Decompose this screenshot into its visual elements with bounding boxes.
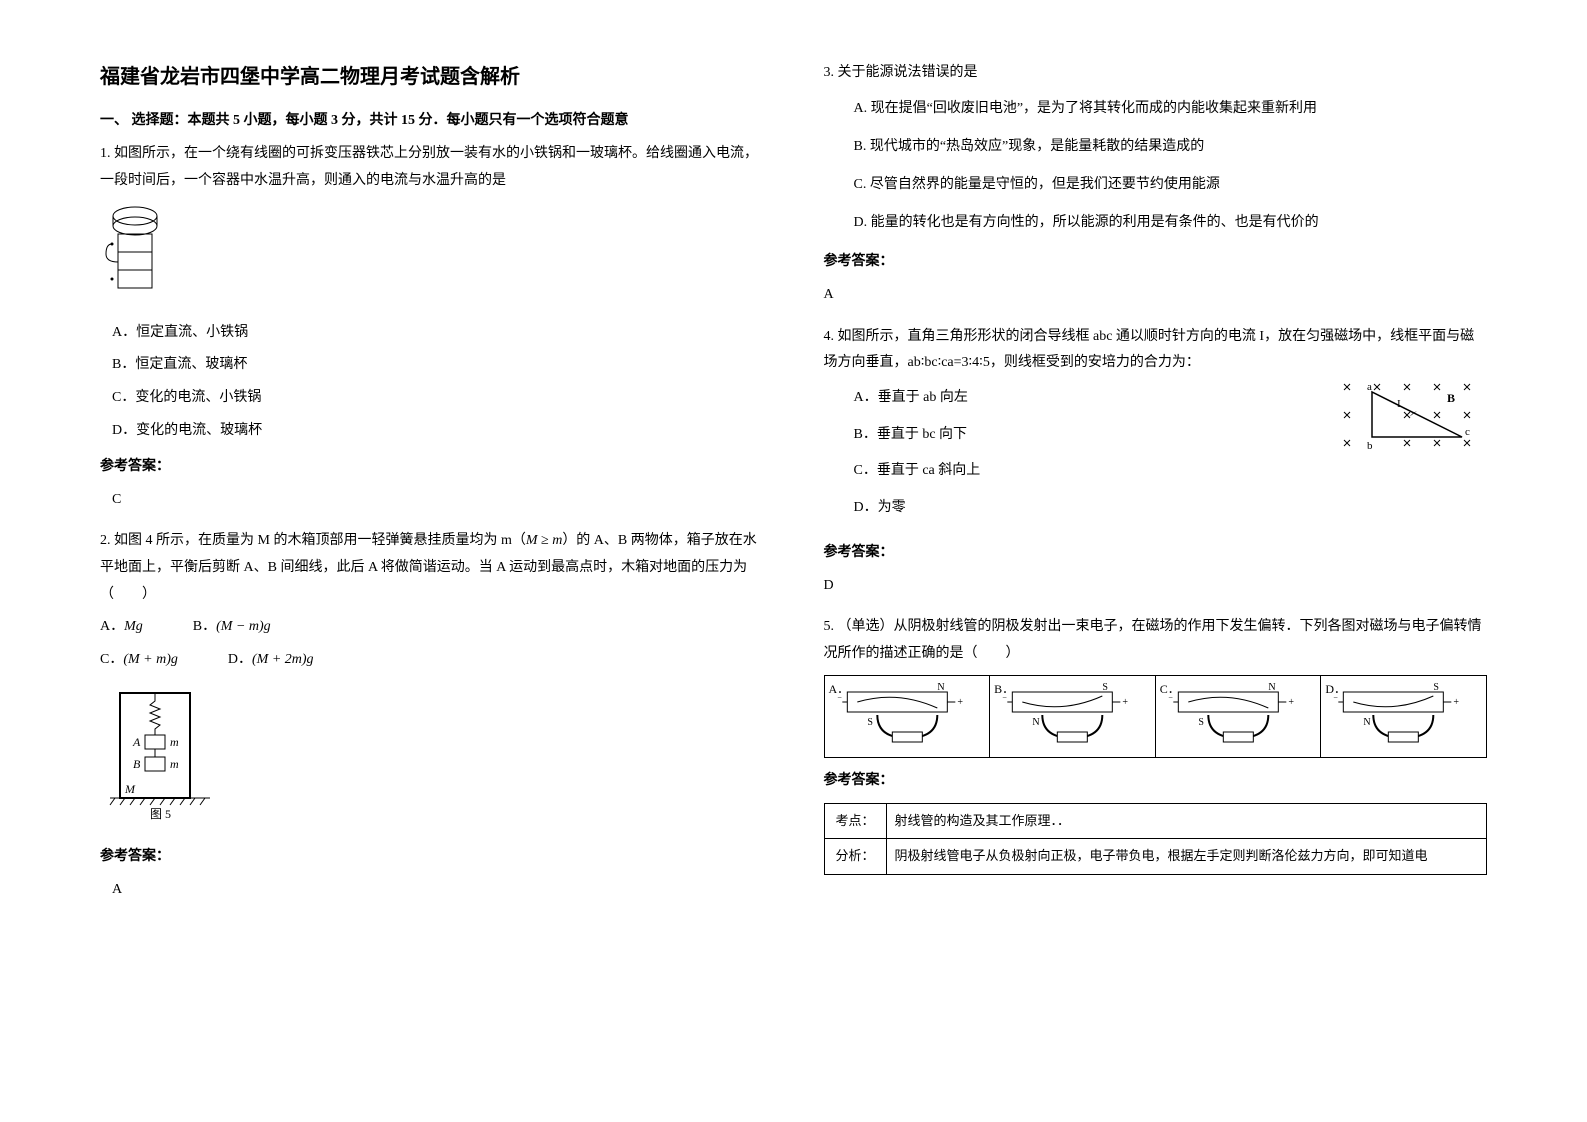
left-column: 福建省龙岩市四堡中学高二物理月考试题含解析 一、 选择题：本题共 5 小题，每小…	[100, 60, 764, 918]
q3-opt-c: C. 尽管自然界的能量是守恒的，但是我们还要节约使用能源	[842, 169, 1488, 201]
svg-text:a: a	[1367, 381, 1372, 393]
q3-stem: 3. 关于能源说法错误的是	[824, 60, 1488, 87]
q2-stem: 2. 如图 4 所示，在质量为 M 的木箱顶部用一轻弹簧悬挂质量均为 m（M ≥…	[100, 528, 764, 608]
q5-label-d: D．	[1325, 678, 1346, 701]
q1-stem: 1. 如图所示，在一个绕有线圈的可拆变压器铁芯上分别放一装有水的小铁锅和一玻璃杯…	[100, 141, 764, 194]
q2-opts-row1: A．Mg B．(M − m)g	[100, 614, 764, 641]
q1-opt-a: A．恒定直流、小铁锅	[100, 320, 764, 347]
q2-answer-label: 参考答案：	[100, 844, 764, 871]
q5-figures: A． − + N S B．	[824, 675, 1488, 758]
svg-text:+: +	[1288, 697, 1294, 708]
table-row: 分析： 阴极射线管电子从负极射向正极，电子带负电，根据左手定则判断洛伦兹力方向，…	[824, 839, 1487, 875]
q2-opt-b: B．(M − m)g	[193, 614, 271, 641]
svg-text:S: S	[1102, 682, 1108, 693]
q2-answer: A	[100, 877, 764, 904]
q5-cell-d: D． − + S N	[1321, 676, 1486, 757]
cell-fenxi-label: 分析：	[824, 839, 886, 875]
svg-text:+: +	[1454, 697, 1460, 708]
svg-text:+: +	[957, 697, 963, 708]
svg-text:c: c	[1465, 426, 1470, 438]
question-5: 5. （单选）从阴极射线管的阴极发射出一束电子，在磁场的作用下发生偏转．下列各图…	[824, 614, 1488, 875]
q5-stem: 5. （单选）从阴极射线管的阴极发射出一束电子，在磁场的作用下发生偏转．下列各图…	[824, 614, 1488, 667]
q4-answer-label: 参考答案：	[824, 540, 1488, 567]
svg-text:A: A	[132, 735, 141, 749]
q2-figure: A B M m m 图 5	[100, 683, 764, 834]
svg-text:S: S	[1434, 682, 1440, 693]
page: 福建省龙岩市四堡中学高二物理月考试题含解析 一、 选择题：本题共 5 小题，每小…	[0, 0, 1587, 958]
q2-cond: M ≥ m	[526, 533, 562, 548]
q3-options: A. 现在提倡“回收废旧电池”，是为了将其转化而成的内能收集起来重新利用 B. …	[842, 93, 1488, 240]
cell-fenxi-value: 阴极射线管电子从负极射向正极，电子带负电，根据左手定则判断洛伦兹力方向，即可知道…	[886, 839, 1487, 875]
q4-stem: 4. 如图所示，直角三角形形状的闭合导线框 abc 通以顺时针方向的电流 I，放…	[824, 324, 1488, 377]
q5-cell-b: B． − + S N	[990, 676, 1156, 757]
svg-text:N: N	[1032, 717, 1039, 728]
q5-answer-label: 参考答案：	[824, 768, 1488, 795]
q1-options: A．恒定直流、小铁锅 B．恒定直流、玻璃杯 C．变化的电流、小铁锅 D．变化的电…	[100, 320, 764, 444]
doc-title: 福建省龙岩市四堡中学高二物理月考试题含解析	[100, 60, 764, 89]
svg-text:S: S	[867, 717, 873, 728]
svg-text:m: m	[170, 757, 179, 771]
question-1: 1. 如图所示，在一个绕有线圈的可拆变压器铁芯上分别放一装有水的小铁锅和一玻璃杯…	[100, 141, 764, 513]
svg-text:N: N	[1364, 717, 1371, 728]
svg-text:图 5: 图 5	[150, 807, 171, 821]
q2-opt-d: D．(M + 2m)g	[228, 647, 314, 674]
q5-analysis-table: 考点： 射线管的构造及其工作原理．． 分析： 阴极射线管电子从负极射向正极，电子…	[824, 803, 1488, 875]
cell-kaodian-value: 射线管的构造及其工作原理．．	[886, 803, 1487, 839]
svg-text:B: B	[133, 757, 141, 771]
svg-text:S: S	[1198, 717, 1204, 728]
q1-opt-c: C．变化的电流、小铁锅	[100, 385, 764, 412]
q3-opt-d: D. 能量的转化也是有方向性的，所以能源的利用是有条件的、也是有代价的	[842, 207, 1488, 239]
svg-text:I: I	[1397, 398, 1401, 410]
q2-opt-a: A．Mg	[100, 614, 143, 641]
q4-figure: a b c I B	[1337, 377, 1487, 468]
svg-text:b: b	[1367, 440, 1373, 452]
q2-opt-c: C．(M + m)g	[100, 647, 178, 674]
question-3: 3. 关于能源说法错误的是 A. 现在提倡“回收废旧电池”，是为了将其转化而成的…	[824, 60, 1488, 309]
q1-opt-d: D．变化的电流、玻璃杯	[100, 418, 764, 445]
q4-answer: D	[824, 573, 1488, 600]
q3-opt-b: B. 现代城市的“热岛效应”现象，是能量耗散的结果造成的	[842, 131, 1488, 163]
question-4: 4. 如图所示，直角三角形形状的闭合导线框 abc 通以顺时针方向的电流 I，放…	[824, 324, 1488, 600]
svg-text:+: +	[1122, 697, 1128, 708]
q3-opt-a: A. 现在提倡“回收废旧电池”，是为了将其转化而成的内能收集起来重新利用	[842, 93, 1488, 125]
q5-label-c: C．	[1160, 678, 1180, 701]
svg-text:B: B	[1447, 391, 1455, 405]
q1-figure	[100, 204, 764, 310]
svg-text:M: M	[124, 782, 136, 796]
right-column: 3. 关于能源说法错误的是 A. 现在提倡“回收废旧电池”，是为了将其转化而成的…	[824, 60, 1488, 918]
q1-answer-label: 参考答案：	[100, 454, 764, 481]
q5-cell-c: C． − + N S	[1156, 676, 1322, 757]
svg-text:m: m	[170, 735, 179, 749]
q2-stem-a: 2. 如图 4 所示，在质量为 M 的木箱顶部用一轻弹簧悬挂质量均为 m（	[100, 533, 526, 548]
q2-opts-row2: C．(M + m)g D．(M + 2m)g	[100, 647, 764, 674]
q5-label-b: B．	[994, 678, 1014, 701]
section-1-heading: 一、 选择题：本题共 5 小题，每小题 3 分，共计 15 分．每小题只有一个选…	[100, 109, 764, 129]
question-2: 2. 如图 4 所示，在质量为 M 的木箱顶部用一轻弹簧悬挂质量均为 m（M ≥…	[100, 528, 764, 903]
q3-answer-label: 参考答案：	[824, 249, 1488, 276]
q5-label-a: A．	[829, 678, 850, 701]
q1-answer: C	[100, 487, 764, 514]
cell-kaodian-label: 考点：	[824, 803, 886, 839]
q4-opt-d: D．为零	[842, 493, 1488, 524]
q3-answer: A	[824, 282, 1488, 309]
table-row: 考点： 射线管的构造及其工作原理．．	[824, 803, 1487, 839]
svg-text:N: N	[937, 682, 944, 693]
svg-text:N: N	[1268, 682, 1275, 693]
q1-opt-b: B．恒定直流、玻璃杯	[100, 352, 764, 379]
q5-cell-a: A． − + N S	[825, 676, 991, 757]
